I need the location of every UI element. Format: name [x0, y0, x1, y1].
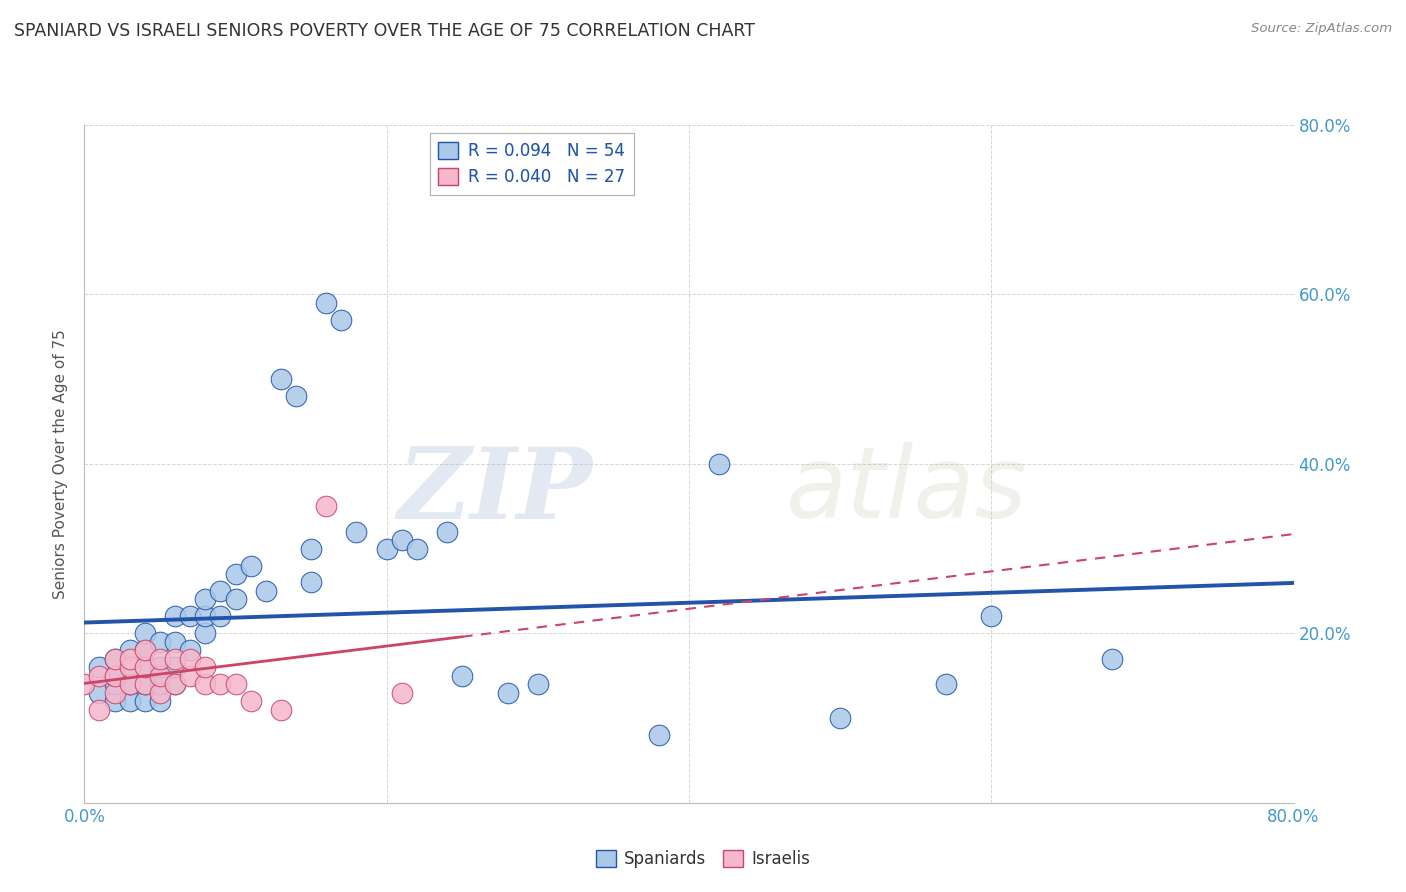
- Point: [165, 609, 187, 624]
- Point: [709, 457, 731, 471]
- Point: [149, 685, 172, 699]
- Text: ZIP: ZIP: [398, 442, 592, 539]
- Point: [149, 660, 172, 674]
- Point: [89, 669, 111, 683]
- Point: [239, 694, 262, 708]
- Point: [104, 677, 127, 691]
- Point: [239, 558, 262, 573]
- Point: [118, 660, 141, 674]
- Point: [194, 609, 217, 624]
- Point: [299, 575, 322, 590]
- Point: [330, 313, 353, 327]
- Point: [375, 541, 398, 556]
- Point: [104, 651, 127, 665]
- Text: atlas: atlas: [786, 442, 1028, 540]
- Point: [118, 651, 141, 665]
- Point: [134, 660, 156, 674]
- Point: [134, 643, 156, 657]
- Point: [104, 651, 127, 665]
- Point: [209, 584, 232, 599]
- Point: [118, 677, 141, 691]
- Point: [209, 677, 232, 691]
- Point: [496, 685, 519, 699]
- Y-axis label: Seniors Poverty Over the Age of 75: Seniors Poverty Over the Age of 75: [53, 329, 69, 599]
- Point: [346, 524, 368, 539]
- Point: [225, 592, 247, 607]
- Point: [134, 660, 156, 674]
- Point: [980, 609, 1002, 624]
- Point: [89, 703, 111, 717]
- Point: [149, 677, 172, 691]
- Point: [406, 541, 429, 556]
- Point: [648, 728, 671, 742]
- Point: [118, 643, 141, 657]
- Point: [179, 609, 201, 624]
- Point: [104, 694, 127, 708]
- Point: [104, 685, 127, 699]
- Point: [209, 609, 232, 624]
- Legend: Spaniards, Israelis: Spaniards, Israelis: [589, 843, 817, 875]
- Point: [165, 635, 187, 649]
- Point: [89, 660, 111, 674]
- Point: [149, 651, 172, 665]
- Point: [179, 669, 201, 683]
- Point: [104, 669, 127, 683]
- Point: [225, 677, 247, 691]
- Text: SPANIARD VS ISRAELI SENIORS POVERTY OVER THE AGE OF 75 CORRELATION CHART: SPANIARD VS ISRAELI SENIORS POVERTY OVER…: [14, 22, 755, 40]
- Point: [194, 660, 217, 674]
- Point: [134, 677, 156, 691]
- Point: [165, 660, 187, 674]
- Point: [118, 660, 141, 674]
- Point: [149, 635, 172, 649]
- Point: [179, 651, 201, 665]
- Point: [254, 584, 277, 599]
- Point: [104, 669, 127, 683]
- Point: [165, 651, 187, 665]
- Point: [179, 643, 201, 657]
- Point: [118, 677, 141, 691]
- Point: [73, 677, 96, 691]
- Point: [89, 685, 111, 699]
- Point: [149, 669, 172, 683]
- Point: [315, 500, 337, 514]
- Point: [299, 541, 322, 556]
- Point: [225, 567, 247, 582]
- Point: [149, 694, 172, 708]
- Point: [270, 372, 292, 386]
- Point: [527, 677, 550, 691]
- Point: [165, 677, 187, 691]
- Point: [134, 643, 156, 657]
- Point: [285, 389, 308, 403]
- Point: [1101, 651, 1123, 665]
- Point: [134, 626, 156, 640]
- Point: [118, 694, 141, 708]
- Text: Source: ZipAtlas.com: Source: ZipAtlas.com: [1251, 22, 1392, 36]
- Legend: R = 0.094   N = 54, R = 0.040   N = 27: R = 0.094 N = 54, R = 0.040 N = 27: [430, 133, 634, 194]
- Point: [194, 677, 217, 691]
- Point: [194, 592, 217, 607]
- Point: [391, 533, 413, 548]
- Point: [935, 677, 957, 691]
- Point: [194, 626, 217, 640]
- Point: [165, 677, 187, 691]
- Point: [315, 296, 337, 310]
- Point: [134, 677, 156, 691]
- Point: [830, 711, 852, 725]
- Point: [451, 669, 474, 683]
- Point: [134, 694, 156, 708]
- Point: [391, 685, 413, 699]
- Point: [436, 524, 458, 539]
- Point: [270, 703, 292, 717]
